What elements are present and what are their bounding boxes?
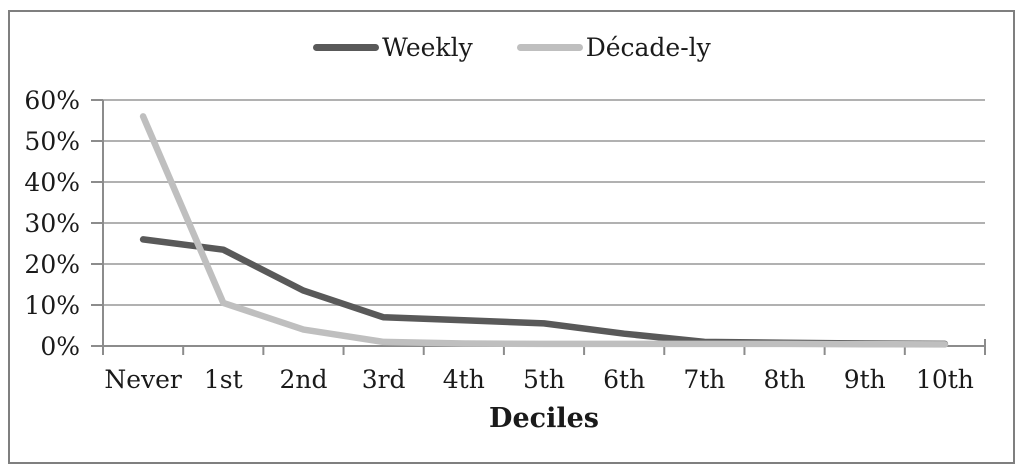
y-tick-label: 30%: [24, 209, 80, 238]
x-axis-title: Deciles: [489, 403, 599, 434]
legend-swatch-decadely: [516, 43, 583, 51]
legend-label-decadely: Décade-ly: [585, 32, 711, 62]
series-line-weekly: [139, 236, 949, 348]
x-tick-label: 7th: [683, 365, 725, 394]
x-tick-label: Never: [104, 365, 182, 394]
x-tick-label: 3rd: [362, 365, 406, 394]
y-tick-label: 50%: [24, 127, 80, 156]
x-tick-label: 5th: [523, 365, 565, 394]
series-line-decadely: [139, 113, 949, 348]
y-tick-label: 20%: [24, 250, 80, 279]
y-tick-label: 0%: [40, 332, 80, 361]
y-tick-label: 60%: [24, 86, 80, 115]
x-tick-label: 10th: [916, 365, 974, 394]
x-tick-label: 1st: [204, 365, 243, 394]
x-tick-label: 8th: [764, 365, 806, 394]
x-tick-label: 6th: [603, 365, 645, 394]
x-tick-label: 4th: [443, 365, 485, 394]
x-tick-label: 2nd: [279, 365, 327, 394]
legend-item-decadely: Décade-ly: [516, 32, 711, 62]
y-tick-label: 40%: [24, 168, 80, 197]
x-tick-label: 9th: [844, 365, 886, 394]
legend-swatch-weekly: [313, 43, 380, 51]
chart-legend: Weekly Décade-ly: [0, 31, 1024, 63]
y-tick-label: 10%: [24, 291, 80, 320]
legend-label-weekly: Weekly: [382, 32, 473, 62]
legend-item-weekly: Weekly: [313, 35, 473, 60]
